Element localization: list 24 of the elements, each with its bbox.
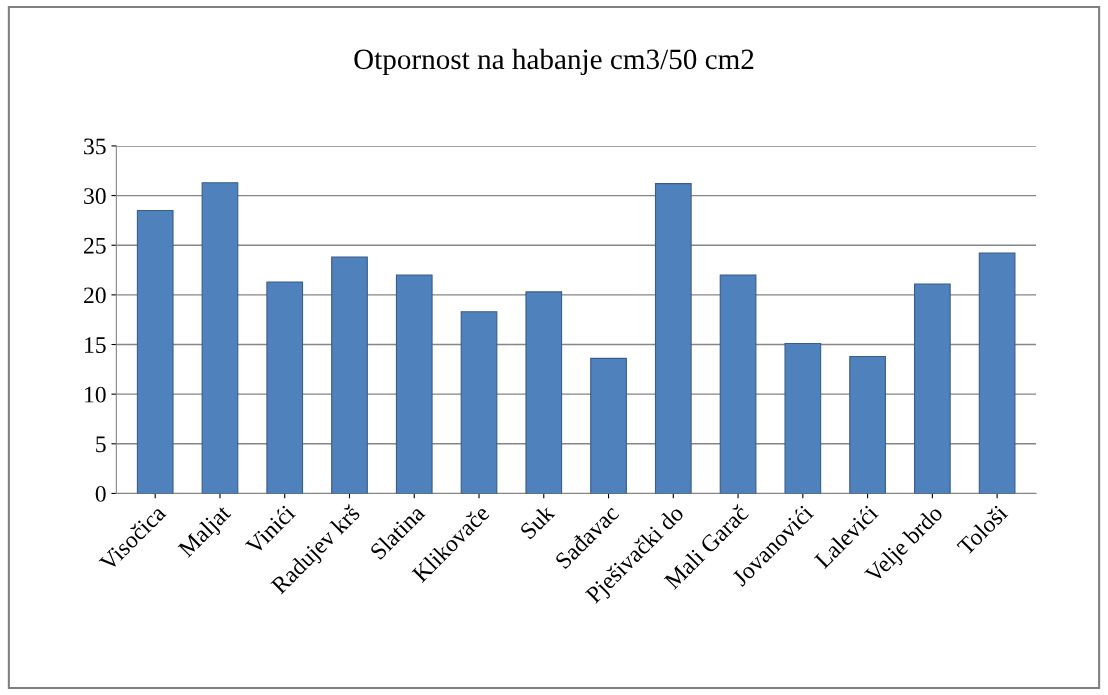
bar [525, 291, 563, 494]
bar [331, 256, 368, 494]
bar [395, 274, 433, 494]
bar [784, 342, 822, 494]
bar [201, 182, 239, 494]
bar [654, 183, 692, 494]
chart-title: Otpornost na habanje cm3/50 cm2 [354, 48, 754, 76]
bar [849, 355, 886, 494]
y-tick-label: 10 [85, 386, 106, 403]
y-tick-label: 20 [84, 287, 106, 304]
y-tick-label: 25 [84, 237, 106, 254]
y-tick-label: 5 [96, 436, 106, 453]
bar [460, 311, 498, 494]
bar [590, 357, 627, 494]
bar [719, 274, 757, 494]
y-tick-label: 0 [95, 485, 106, 502]
x-tick-label: Suk [518, 503, 556, 540]
bar [266, 281, 304, 494]
y-tick-label: 15 [85, 337, 106, 353]
bar [136, 209, 174, 494]
bar [913, 283, 951, 494]
y-tick-label: 30 [84, 188, 106, 205]
bar [978, 252, 1016, 494]
y-tick-label: 35 [84, 138, 106, 155]
